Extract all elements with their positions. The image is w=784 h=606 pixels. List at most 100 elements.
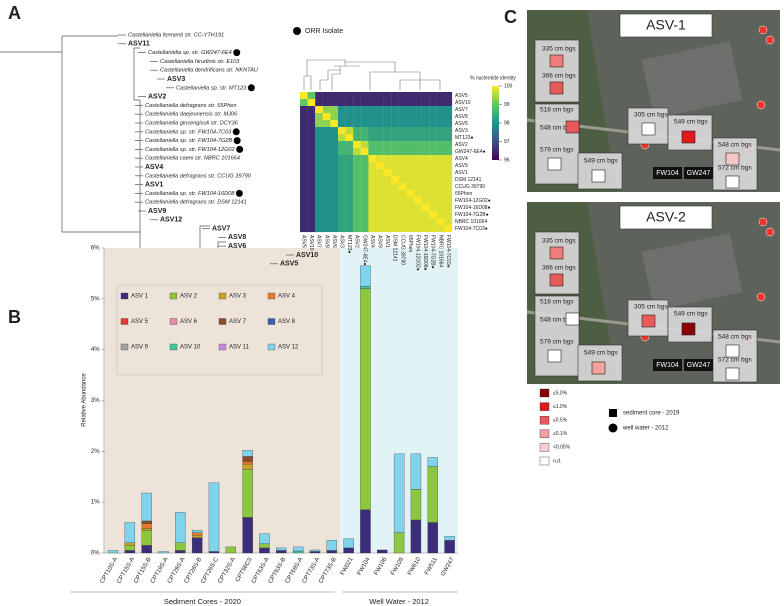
heatmap-cell <box>322 183 331 191</box>
heatmap-cell <box>383 120 392 128</box>
heatmap-cell <box>383 134 392 142</box>
depth-label: 579 cm bgs <box>540 147 574 154</box>
row-label: ASV6 <box>455 121 468 127</box>
leaf-label: Castellaniella defragrans str. 65Phen <box>145 103 237 109</box>
heatmap-cell <box>398 99 407 107</box>
heatmap-cell <box>383 127 392 135</box>
heatmap-cell <box>383 211 392 219</box>
heatmap-cell <box>429 92 437 100</box>
x-tick-label: FW511 <box>424 556 439 576</box>
heatmap-cell <box>368 218 377 226</box>
col-label: DSM 12141 <box>392 235 398 262</box>
heatmap-cell <box>345 197 354 205</box>
heatmap-cell <box>322 113 331 121</box>
heatmap-cell <box>429 176 437 184</box>
heatmap-cell <box>315 176 323 184</box>
depth-swatch <box>725 367 740 381</box>
heatmap-cell <box>322 155 331 163</box>
heatmap-cell <box>338 127 346 135</box>
x-tick-label: CPT73S-B <box>318 557 338 585</box>
depth-label: 549 cm bgs <box>674 119 708 126</box>
heatmap-cell <box>368 204 377 212</box>
col-label: NBRC 101664 <box>437 235 443 267</box>
heatmap-cell <box>376 106 384 114</box>
legend-label: ASV 9 <box>131 345 149 351</box>
site-label: GW247 <box>687 170 711 177</box>
heatmap-cell <box>307 183 316 191</box>
heatmap-cell <box>406 113 415 121</box>
bar-segment <box>410 519 422 554</box>
heatmap-cell <box>315 162 323 170</box>
leaf-label: Castellaniella sp. str. FW104-7C03 <box>145 129 232 135</box>
heatmap-cell <box>338 106 346 114</box>
heatmap-cell <box>376 169 384 177</box>
heatmap-cell <box>429 169 437 177</box>
depth-label: 305 cm bgs <box>634 304 668 311</box>
heatmap-cell <box>421 120 430 128</box>
col-label: 65Phen <box>407 235 413 252</box>
legend-box <box>116 284 323 376</box>
heatmap-cell <box>414 155 422 163</box>
x-tick-label: FW109 <box>390 556 405 576</box>
heatmap-cell <box>315 218 323 226</box>
bar-segment <box>124 542 136 546</box>
heatmap-cell <box>421 134 430 142</box>
depth-swatch <box>549 54 564 68</box>
depth-label: 305 cm bgs <box>634 112 668 119</box>
legend-swatch <box>218 343 227 351</box>
heatmap-cell <box>391 211 399 219</box>
heatmap-cell <box>406 218 415 226</box>
heatmap-cell <box>315 211 323 219</box>
heatmap-cell <box>391 204 399 212</box>
depth-label: 366 cm bgs <box>542 73 576 80</box>
heatmap-cell <box>421 211 430 219</box>
orr-marker <box>232 128 240 136</box>
heatmap-cell <box>315 148 323 156</box>
heatmap-cell <box>429 106 437 114</box>
heatmap-cell <box>444 169 453 177</box>
bar-segment <box>141 545 152 554</box>
heatmap-cell <box>414 183 422 191</box>
heatmap-cell <box>345 204 354 212</box>
orr-marker <box>247 84 255 92</box>
heatmap-cell <box>383 169 392 177</box>
legend-swatch <box>218 292 227 300</box>
depth-swatch <box>641 314 656 328</box>
legend-swatch <box>169 318 178 325</box>
site-box <box>653 359 682 371</box>
heatmap-cell <box>444 211 453 219</box>
bar-segment <box>360 509 371 554</box>
heatmap-cell <box>429 127 437 135</box>
heatmap-cell <box>322 127 331 135</box>
heatmap-cell <box>353 120 361 128</box>
heatmap-cell <box>376 99 384 107</box>
legend-swatch <box>120 343 129 351</box>
heatmap-cell <box>436 113 445 121</box>
heatmap-cell <box>398 141 407 149</box>
row-label: MT123● <box>455 135 474 141</box>
bar-segment <box>444 536 455 541</box>
colorbar-label: 96 <box>504 157 510 163</box>
legend-swatch <box>169 292 178 300</box>
map-title-box <box>619 13 713 38</box>
heatmap-cell <box>436 141 445 149</box>
heatmap-cell <box>383 176 392 184</box>
x-tick-label: FW610 <box>407 556 422 576</box>
callout-box <box>534 295 580 377</box>
heatmap-cell <box>391 141 399 149</box>
x-tick-label: FW021 <box>340 556 355 576</box>
heatmap-cell <box>353 183 361 191</box>
heatmap-cell <box>300 211 308 219</box>
heatmap-cell <box>307 99 316 107</box>
heatmap-cell <box>307 204 316 212</box>
heatmap-cell <box>322 211 331 219</box>
leaf-label: Castellaniella sp. str. FW104-12G02 <box>145 147 236 153</box>
heatmap-cell <box>444 197 453 205</box>
heatmap-cell <box>429 225 437 233</box>
legend-swatch <box>539 402 550 411</box>
orr-marker <box>236 145 244 153</box>
col-label: FW104-12G02● <box>414 235 420 271</box>
heatmap-cell <box>307 120 316 128</box>
heatmap-cell <box>322 204 331 212</box>
well-dot <box>765 35 775 45</box>
